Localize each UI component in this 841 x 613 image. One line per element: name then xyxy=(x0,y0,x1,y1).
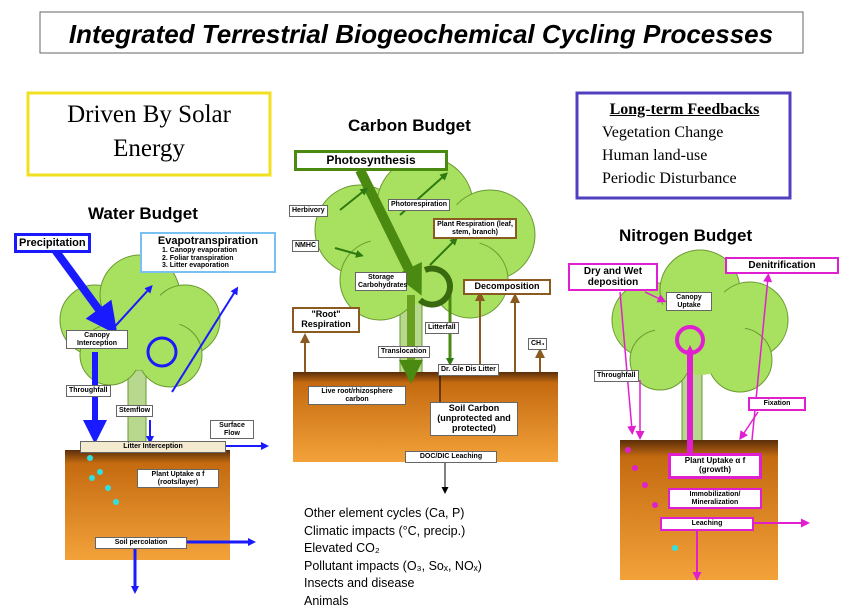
evap-item: 3. Litter evaporation xyxy=(144,262,272,270)
canopy-uptake: Canopy Uptake xyxy=(666,292,712,311)
translocation: Translocation xyxy=(378,346,430,358)
fixation: Fixation xyxy=(748,397,806,411)
stemflow: Stemflow xyxy=(116,405,153,417)
other-factors: Other element cycles (Ca, P) Climatic im… xyxy=(304,505,482,610)
factor: Climatic impacts (°C, precip.) xyxy=(304,523,482,541)
nitrogen-title: Nitrogen Budget xyxy=(619,226,752,246)
denitrification: Denitrification xyxy=(725,257,839,274)
feedback-item: Vegetation Change xyxy=(582,121,787,144)
photosynthesis: Photosynthesis xyxy=(294,150,448,171)
live-root: Live root/rhizosphere carbon xyxy=(308,386,406,405)
page: Integrated Terrestrial Biogeochemical Cy… xyxy=(0,0,841,613)
solar-energy: Driven By Solar Energy xyxy=(34,98,264,166)
plant-respiration: Plant Respiration (leaf, stem, branch) xyxy=(433,218,517,239)
factor: Elevated CO₂ xyxy=(304,540,482,558)
immobilization: Immobilization/ Mineralization xyxy=(668,488,762,509)
throughfall: Throughfall xyxy=(66,385,111,397)
nitrogen-plant-uptake: Plant Uptake α f (growth) xyxy=(668,453,762,479)
photorespiration: Photorespiration xyxy=(388,199,450,211)
soil-percolation: Soil percolation xyxy=(95,537,187,549)
surface-flow: Surface Flow xyxy=(210,420,254,439)
factor: Pollutant impacts (O₃, Soₓ, NOₓ) xyxy=(304,558,482,576)
feedbacks-title: Long-term Feedbacks xyxy=(582,98,787,121)
evapotranspiration-title: Evapotranspiration xyxy=(144,235,272,247)
feedback-item: Periodic Disturbance xyxy=(582,167,787,190)
root-respiration: "Root" Respiration xyxy=(292,307,360,333)
ch4: CH₄ xyxy=(528,338,547,350)
precipitation: Precipitation xyxy=(14,233,91,253)
factor: Insects and disease xyxy=(304,575,482,593)
storage-carbohydrates: Storage Carbohydrates xyxy=(355,272,407,291)
herbivory: Herbivory xyxy=(289,205,328,217)
decomposition: Decomposition xyxy=(463,279,551,295)
nitrogen-leaching: Leaching xyxy=(660,517,754,531)
litterfall: Litterfall xyxy=(425,322,459,334)
feedback-item: Human land-use xyxy=(582,144,787,167)
title: Integrated Terrestrial Biogeochemical Cy… xyxy=(60,17,782,51)
litter: Dr. Gle Dis Litter xyxy=(438,364,499,376)
nmhc: NMHC xyxy=(292,240,319,252)
doc-leaching: DOC/DIC Leaching xyxy=(405,451,497,463)
evap-item: 1. Canopy evaporation xyxy=(144,247,272,255)
feedbacks: Long-term Feedbacks Vegetation Change Hu… xyxy=(582,98,787,190)
litter-interception: Litter Interception xyxy=(80,441,226,453)
plant-uptake: Plant Uptake α f (roots/layer) xyxy=(137,469,219,488)
carbon-title: Carbon Budget xyxy=(348,116,471,136)
carbon-tree xyxy=(315,157,535,375)
evapotranspiration: Evapotranspiration 1. Canopy evaporation… xyxy=(140,232,276,273)
factor: Animals xyxy=(304,593,482,611)
canopy-interception: Canopy Interception xyxy=(66,330,128,349)
water-title: Water Budget xyxy=(88,204,198,224)
evap-item: 2. Foliar transpiration xyxy=(144,255,272,263)
factor: Other element cycles (Ca, P) xyxy=(304,505,482,523)
nitrogen-throughfall: Throughfall xyxy=(594,370,639,382)
deposition: Dry and Wet deposition xyxy=(568,263,658,291)
soil-carbon: Soil Carbon (unprotected and protected) xyxy=(430,402,518,436)
